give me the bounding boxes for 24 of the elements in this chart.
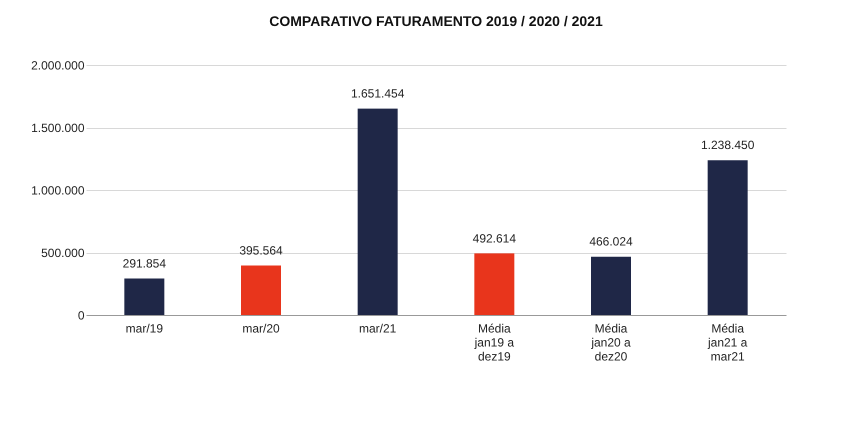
data-label: 395.564 <box>239 244 284 258</box>
x-tick-label: mar/20 <box>242 322 280 336</box>
bar <box>474 253 514 315</box>
x-tick-label: mar/19 <box>126 322 164 336</box>
data-label: 492.614 <box>472 231 516 246</box>
x-tick-label: Média jan21 a mar21 <box>706 322 748 364</box>
bar <box>708 160 748 315</box>
data-label: 1.238.450 <box>700 138 755 152</box>
bar <box>591 256 631 315</box>
y-tick-label: 2.000.000 <box>31 58 85 72</box>
chart-title: COMPARATIVO FATURAMENTO 2019 / 2020 / 2021 <box>269 13 603 29</box>
data-label: 1.651.454 <box>350 86 405 101</box>
x-tick-label: mar/21 <box>358 322 397 336</box>
data-label: 466.024 <box>589 234 634 249</box>
x-tick-label: Média jan20 a dez20 <box>590 322 632 364</box>
y-tick-label: 1.000.000 <box>31 184 85 198</box>
data-label: 291.854 <box>122 256 166 271</box>
y-tick-label: 500.000 <box>41 246 85 260</box>
bar <box>358 108 398 315</box>
y-tick-label: 0 <box>78 308 85 322</box>
x-tick-label: Média jan19 a dez19 <box>474 322 514 364</box>
bar <box>124 278 164 315</box>
y-tick-label: 1.500.000 <box>31 121 85 135</box>
bar <box>241 266 281 315</box>
